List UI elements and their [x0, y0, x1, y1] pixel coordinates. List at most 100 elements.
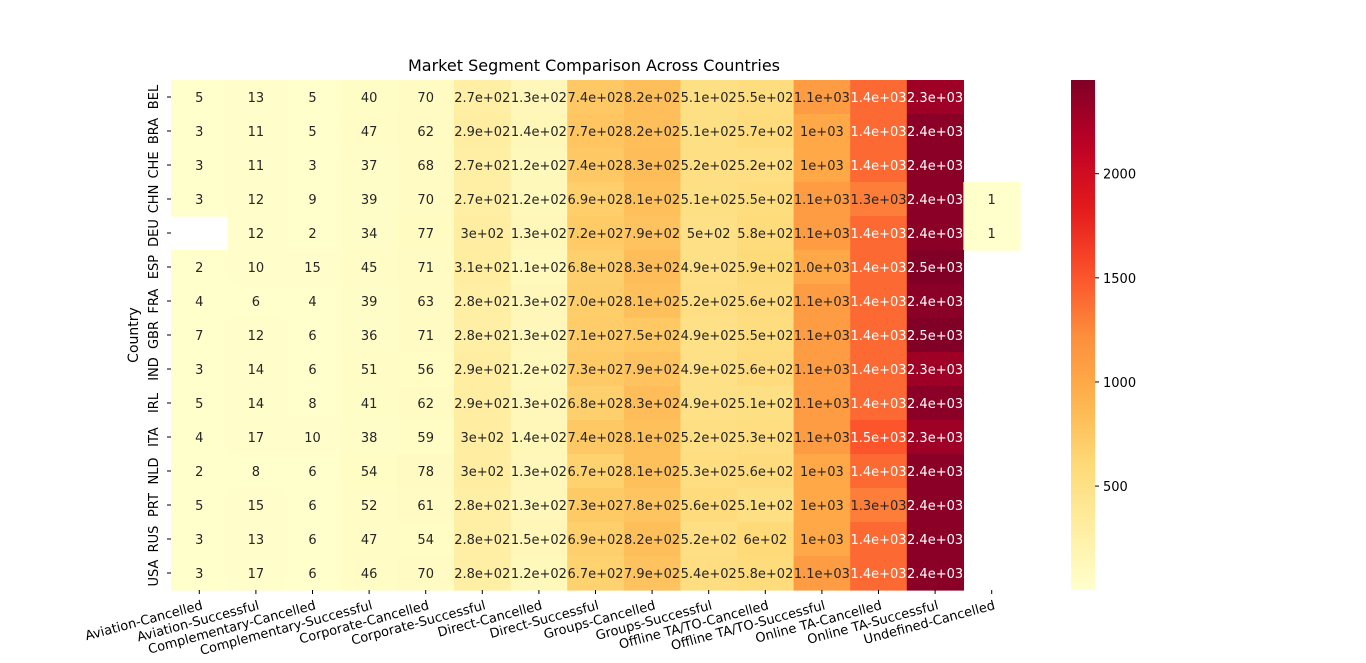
heatmap-cell: [906, 80, 964, 115]
cell-annotation: 6: [308, 567, 316, 582]
heatmap-cell: [737, 148, 795, 183]
cell-annotation: 5.2e+02: [737, 159, 793, 174]
heatmap-cell: [850, 454, 908, 489]
cell-annotation: 7.4e+02: [567, 159, 623, 174]
heatmap-cell: [680, 148, 738, 183]
heatmap-cell: [227, 454, 285, 489]
cell-annotation: 7.9e+02: [624, 567, 680, 582]
heatmap-cell: [510, 556, 568, 591]
cell-annotation: 1.4e+03: [850, 125, 906, 140]
cell-annotation: 1.4e+03: [850, 159, 906, 174]
cell-annotation: 1.1e+03: [794, 329, 850, 344]
cell-annotation: 7.3e+02: [567, 499, 623, 514]
heatmap-cell: [454, 318, 512, 353]
cell-annotation: 1: [988, 193, 996, 208]
cell-annotation: 70: [417, 91, 434, 106]
cell-annotation: 2: [195, 465, 203, 480]
y-tick-label: ITA: [147, 427, 162, 447]
cell-annotation: 10: [248, 261, 265, 276]
heatmap-cell: [737, 114, 795, 149]
heatmap-cell: [623, 420, 681, 455]
heatmap-cell: [680, 284, 738, 319]
cell-annotation: 5: [195, 91, 203, 106]
heatmap-cell: [737, 182, 795, 217]
heatmap-cell: [284, 318, 342, 353]
cell-annotation: 47: [361, 533, 378, 548]
heatmap-cell: [227, 148, 285, 183]
heatmap-cell: [397, 488, 455, 523]
colorbar-ticks: 500 1000 1500 2000: [1095, 168, 1136, 495]
cell-annotation: 1.4e+03: [850, 227, 906, 242]
cell-annotation: 8.3e+02: [624, 397, 680, 412]
heatmap-cell: [793, 386, 851, 421]
heatmap-cell: [567, 284, 625, 319]
cell-annotation: 7.1e+02: [567, 329, 623, 344]
cell-annotation: 11: [248, 125, 265, 140]
cell-annotation: 2.9e+02: [454, 363, 510, 378]
cell-annotation: 1e+03: [800, 465, 844, 480]
heatmap-cell: [906, 114, 964, 149]
heatmap-cell: [340, 454, 398, 489]
heatmap-cell: [793, 352, 851, 387]
cell-annotation: 2.4e+03: [907, 397, 963, 412]
cell-annotation: 1.4e+03: [850, 363, 906, 378]
heatmap-cell: [850, 420, 908, 455]
heatmap-cell: [623, 318, 681, 353]
cell-annotation: 1.4e+03: [850, 533, 906, 548]
cell-annotation: 2.7e+02: [454, 91, 510, 106]
heatmap-cell: [567, 114, 625, 149]
cell-annotation: 1.3e+02: [511, 465, 567, 480]
heatmap-cell: [397, 114, 455, 149]
heatmap-cell: [737, 420, 795, 455]
heatmap-cell: [284, 352, 342, 387]
heatmap-cell: [793, 148, 851, 183]
cell-annotation: 1e+03: [800, 125, 844, 140]
heatmap-cell: [906, 454, 964, 489]
heatmap-cell: [227, 182, 285, 217]
cell-annotation: 6: [308, 363, 316, 378]
y-tick-label: RUS: [147, 526, 162, 553]
heatmap-cell: [850, 216, 908, 251]
heatmap-cell: [680, 488, 738, 523]
cell-annotation: 1e+03: [800, 533, 844, 548]
cell-annotation: 6e+02: [743, 533, 787, 548]
heatmap-cell: [227, 386, 285, 421]
y-axis-ticks: BEL BRA CHE CHN DEU ESP FRA GBR IND IRL ITA NLD PRT R…: [147, 84, 171, 586]
cell-annotation: 5.2e+02: [681, 431, 737, 446]
heatmap-cell: [680, 216, 738, 251]
cell-annotation: 34: [361, 227, 378, 242]
heatmap-cell: [284, 114, 342, 149]
cell-annotation: 2.9e+02: [454, 125, 510, 140]
cell-annotation: 5.1e+02: [681, 91, 737, 106]
cell-annotation: 5.6e+02: [737, 363, 793, 378]
cell-annotation: 4: [195, 295, 203, 310]
cell-annotation: 1.4e+03: [850, 91, 906, 106]
cell-annotation: 70: [417, 567, 434, 582]
heatmap-cell: [171, 420, 229, 455]
y-tick-label: USA: [147, 559, 162, 586]
cell-annotations: 5 13 5 40 70 2.7e+02 1.3e+02 7.4e+02 8.2e+02 5.1e…: [195, 91, 996, 582]
cell-annotation: 17: [248, 431, 265, 446]
cell-annotation: 2.4e+03: [907, 295, 963, 310]
heatmap-cell: [454, 182, 512, 217]
heatmap-cell: [850, 250, 908, 285]
cell-annotation: 5.5e+02: [737, 329, 793, 344]
cell-annotation: 2.8e+02: [454, 295, 510, 310]
heatmap-cell: [284, 522, 342, 557]
cell-annotation: 7.9e+02: [624, 227, 680, 242]
heatmap-cell: [567, 420, 625, 455]
cell-annotation: 1.2e+02: [511, 159, 567, 174]
heatmap-cell: [171, 522, 229, 557]
heatmap-cell: [171, 488, 229, 523]
y-tick-label: IRL: [147, 392, 162, 413]
cell-annotation: 8.2e+02: [624, 533, 680, 548]
cell-annotation: 2.4e+03: [907, 533, 963, 548]
heatmap-cell: [680, 522, 738, 557]
heatmap-cell: [284, 148, 342, 183]
cell-annotation: 37: [361, 159, 378, 174]
heatmap-cell: [906, 318, 964, 353]
cell-annotation: 7.9e+02: [624, 363, 680, 378]
cell-annotation: 1.4e+03: [850, 329, 906, 344]
cell-annotation: 5.7e+02: [737, 125, 793, 140]
cell-annotation: 5.3e+02: [681, 465, 737, 480]
